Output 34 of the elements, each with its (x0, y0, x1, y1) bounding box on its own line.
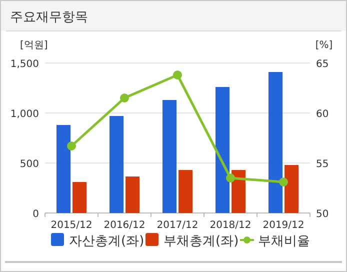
y2-tick-label: 65 (316, 59, 329, 70)
bar (284, 165, 298, 213)
bar (110, 116, 124, 213)
x-tick-label: 2015/12 (50, 220, 92, 231)
point (173, 70, 182, 80)
y-tick-label: 1,500 (10, 59, 39, 70)
point (279, 178, 288, 186)
y-tick-label: 0 (32, 209, 39, 220)
bar (126, 176, 140, 213)
bar (268, 72, 282, 213)
bar (162, 100, 176, 213)
x-tick-label: 2019/12 (262, 220, 304, 231)
y-tick-label: 1,000 (10, 109, 39, 120)
x-tick-label: 2017/12 (156, 220, 198, 231)
point (120, 94, 129, 102)
bar (178, 170, 192, 213)
y2-axis-title: [%] (315, 40, 333, 51)
y2-tick-label: 50 (316, 209, 329, 220)
y2-tick-label: 60 (316, 109, 329, 120)
bar (216, 87, 230, 213)
bar (72, 182, 86, 213)
y2-tick-label: 55 (316, 159, 329, 170)
legend-label: 부채총계(좌) (164, 234, 239, 249)
legend-label: 자산총계(좌) (69, 234, 144, 249)
legend-label: 부채비율 (258, 234, 310, 249)
y-tick-label: 500 (20, 159, 39, 170)
y-axis-title: [억원] (20, 40, 48, 51)
title: 주요재무항목 (10, 10, 88, 25)
bar (56, 125, 70, 213)
x-tick-label: 2018/12 (210, 220, 252, 231)
point (67, 142, 76, 150)
bar (232, 170, 246, 213)
point (226, 174, 235, 182)
x-tick-label: 2016/12 (104, 220, 146, 231)
